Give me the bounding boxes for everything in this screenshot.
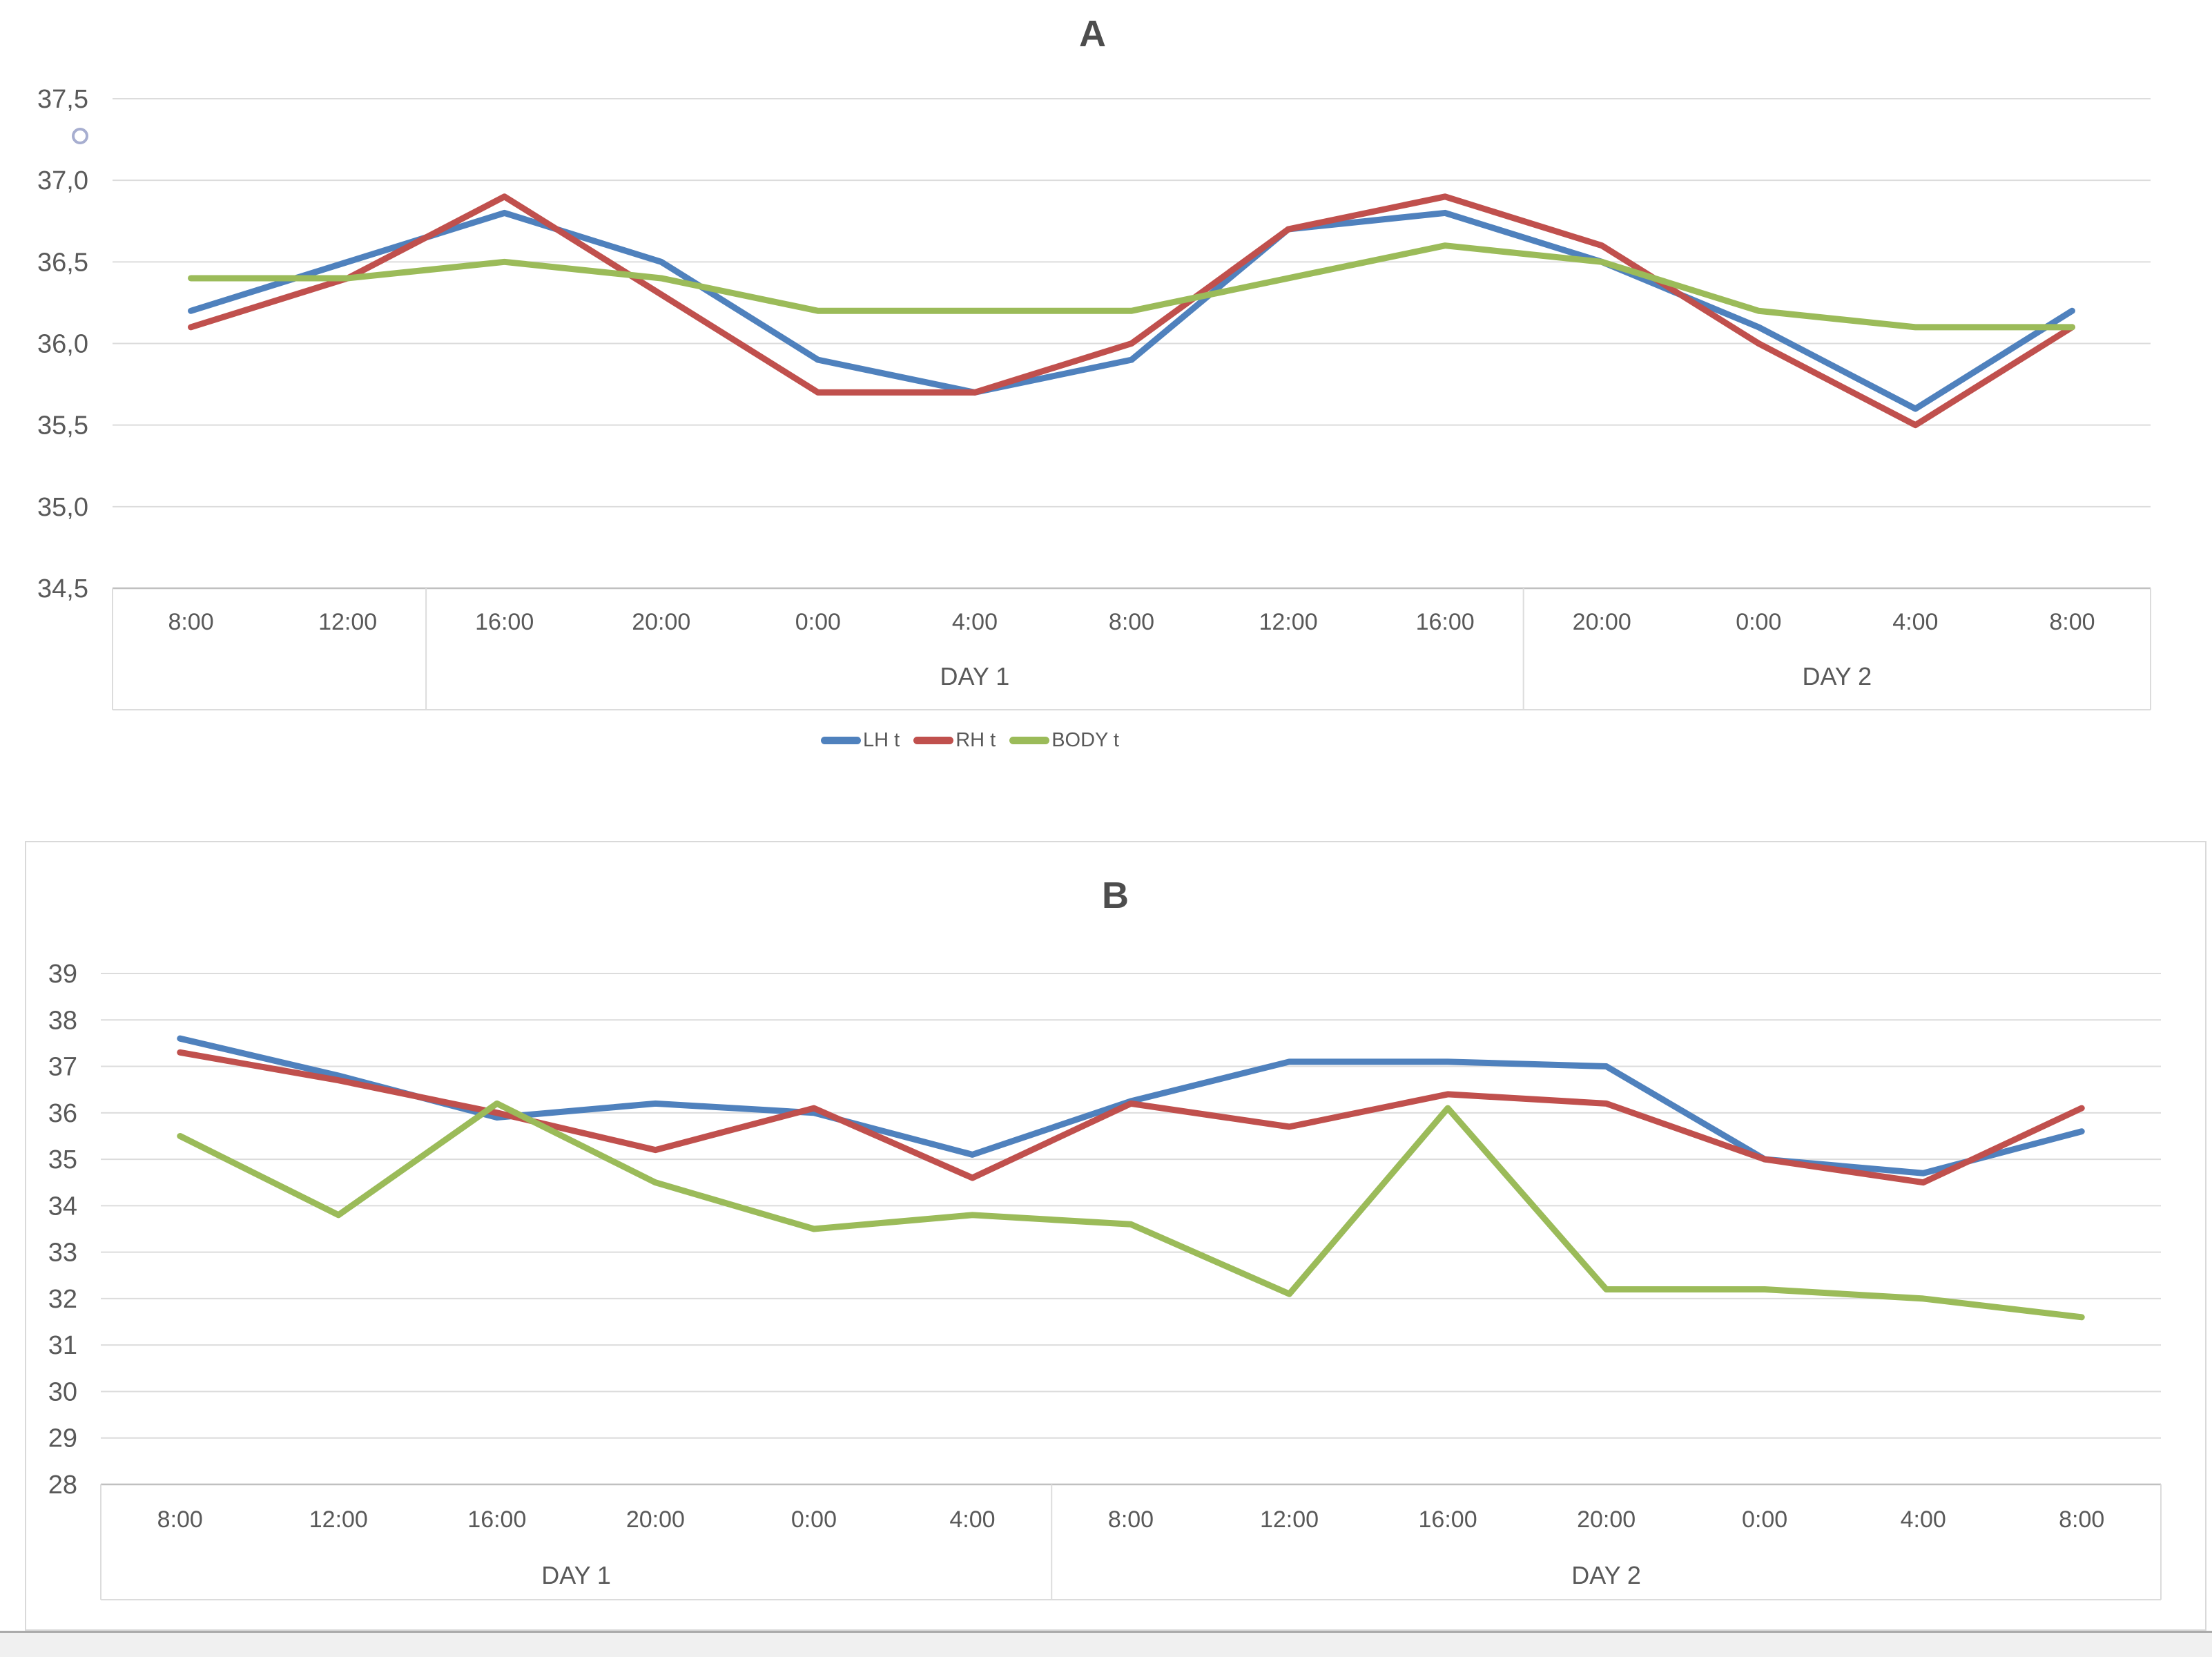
x-tick-label: 12:00 bbox=[309, 1506, 368, 1533]
legend-label: BODY t bbox=[1051, 729, 1119, 751]
y-tick-label: 30 bbox=[48, 1377, 77, 1406]
day-group-label: DAY 2 bbox=[1571, 1561, 1641, 1589]
y-tick-label: 28 bbox=[48, 1471, 77, 1500]
x-tick-label: 16:00 bbox=[467, 1506, 526, 1533]
y-tick-label: 34 bbox=[48, 1192, 77, 1221]
x-tick-label: 16:00 bbox=[1419, 1506, 1477, 1533]
y-tick-label: 35,0 bbox=[37, 493, 88, 522]
y-tick-label: 33 bbox=[48, 1239, 77, 1268]
x-tick-label: 4:00 bbox=[1901, 1506, 1946, 1533]
y-tick-label: 38 bbox=[48, 1006, 77, 1035]
series-line-lh-t bbox=[188, 209, 2075, 412]
x-tick-label: 20:00 bbox=[1577, 1506, 1636, 1533]
x-tick-label: 8:00 bbox=[168, 609, 213, 635]
legend-item-lh-t: LH t bbox=[821, 729, 900, 752]
series-line-rh-t bbox=[188, 193, 2075, 429]
y-tick-label: 32 bbox=[48, 1285, 77, 1314]
x-tick-label: 0:00 bbox=[1736, 609, 1781, 635]
x-tick-label: 20:00 bbox=[632, 609, 690, 635]
y-tick-label: 37,0 bbox=[37, 166, 88, 195]
x-tick-label: 8:00 bbox=[2059, 1506, 2104, 1533]
y-tick-label: 34,5 bbox=[37, 574, 88, 603]
x-tick-label: 12:00 bbox=[318, 609, 377, 635]
day-group-label: DAY 1 bbox=[940, 662, 1010, 690]
y-tick-label: 39 bbox=[48, 960, 77, 989]
x-tick-label: 8:00 bbox=[157, 1506, 203, 1533]
x-tick-label: 20:00 bbox=[626, 1506, 685, 1533]
x-tick-label: 16:00 bbox=[1416, 609, 1475, 635]
chart-b-object-frame[interactable] bbox=[25, 841, 2206, 1631]
legend-swatch bbox=[821, 737, 862, 744]
chart-a-plot: 37,5 37,0 36,5 36,0 35,5 35,0 34,5 8:00 12:00 16:… bbox=[37, 85, 2151, 710]
chart-b-title: B bbox=[1102, 875, 1129, 916]
stray-circle-marker bbox=[72, 128, 88, 144]
y-tick-label: 35,5 bbox=[37, 411, 88, 440]
day-group-label: DAY 2 bbox=[1802, 662, 1872, 690]
y-tick-label: 31 bbox=[48, 1331, 77, 1360]
legend-item-body-t: BODY t bbox=[1009, 729, 1119, 752]
x-tick-label: 4:00 bbox=[949, 1506, 995, 1533]
legend-label: LH t bbox=[863, 729, 900, 751]
x-tick-label: 16:00 bbox=[475, 609, 534, 635]
legend-item-rh-t: RH t bbox=[913, 729, 996, 752]
legend-swatch bbox=[913, 737, 954, 744]
sheet-bottom-gutter bbox=[0, 1631, 2212, 1657]
chart-a-legend: LH t RH t BODY t bbox=[0, 729, 1940, 752]
x-tick-label: 0:00 bbox=[795, 609, 841, 635]
y-tick-label: 36,0 bbox=[37, 330, 88, 359]
chart-b-plot: 39 38 37 36 35 34 33 32 31 30 29 28 8:00 12:00 16:00 20… bbox=[48, 960, 2162, 1600]
y-tick-label: 36,5 bbox=[37, 248, 88, 277]
series-line-body-t bbox=[177, 1100, 2085, 1321]
x-tick-label: 8:00 bbox=[1109, 609, 1154, 635]
x-tick-label: 12:00 bbox=[1259, 609, 1318, 635]
y-tick-label: 35 bbox=[48, 1145, 77, 1174]
series-line-body-t bbox=[188, 242, 2075, 331]
x-tick-label: 8:00 bbox=[1108, 1506, 1154, 1533]
y-tick-label: 37,5 bbox=[37, 85, 88, 114]
x-tick-label: 0:00 bbox=[1742, 1506, 1787, 1533]
y-tick-label: 37 bbox=[48, 1053, 77, 1082]
y-tick-label: 36 bbox=[48, 1099, 77, 1128]
legend-swatch bbox=[1009, 737, 1050, 744]
x-tick-label: 20:00 bbox=[1573, 609, 1631, 635]
day-group-label: DAY 1 bbox=[541, 1561, 611, 1589]
x-tick-label: 0:00 bbox=[791, 1506, 837, 1533]
y-tick-label: 29 bbox=[48, 1424, 77, 1453]
x-tick-label: 12:00 bbox=[1260, 1506, 1319, 1533]
series-line-rh-t bbox=[177, 1049, 2085, 1186]
x-tick-label: 4:00 bbox=[952, 609, 998, 635]
x-tick-label: 4:00 bbox=[1892, 609, 1938, 635]
chart-a-title: A bbox=[1079, 13, 1107, 55]
legend-label: RH t bbox=[955, 729, 996, 751]
x-tick-label: 8:00 bbox=[2049, 609, 2095, 635]
